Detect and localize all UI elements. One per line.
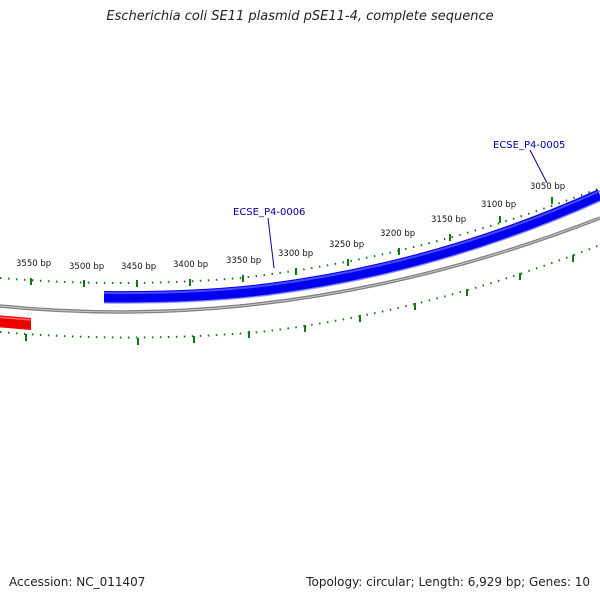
topology-summary: Topology: circular; Length: 6,929 bp; Ge…	[306, 575, 590, 589]
tick-label: 3200 bp	[380, 229, 415, 239]
outer-major-ticks	[30, 197, 553, 287]
gene-arrow-blue[interactable]	[103, 189, 600, 304]
tick-label: 3400 bp	[173, 260, 208, 270]
tick-label: 3350 bp	[226, 256, 261, 266]
tick-label: 3500 bp	[69, 262, 104, 272]
tick-label: 3050 bp	[530, 182, 565, 192]
inner-major-ticks	[25, 255, 574, 345]
tick-label: 3250 bp	[329, 240, 364, 250]
gene-label-leader	[267, 217, 275, 269]
gene-label-ecse-p4-0006[interactable]: ECSE_P4-0006	[233, 207, 305, 218]
tick-label: 3450 bp	[121, 262, 156, 272]
plasmid-backbone-highlight	[0, 217, 600, 313]
tick-label: 3150 bp	[431, 215, 466, 225]
gene-arrow-red-highlight	[0, 316, 32, 321]
tick-labels: 3550 bp 3500 bp 3450 bp 3400 bp 3350 bp …	[16, 182, 565, 272]
outer-tick-ring	[0, 187, 600, 284]
gene-label-leader	[529, 149, 548, 184]
tick-label: 3550 bp	[16, 259, 51, 269]
inner-tick-ring	[0, 244, 600, 339]
gene-label-ecse-p4-0005[interactable]: ECSE_P4-0005	[493, 140, 565, 151]
tick-label: 3100 bp	[481, 200, 516, 210]
tick-label: 3300 bp	[278, 249, 313, 259]
map-title: Escherichia coli SE11 plasmid pSE11-4, c…	[106, 9, 494, 24]
accession-text: Accession: NC_011407	[9, 575, 146, 589]
